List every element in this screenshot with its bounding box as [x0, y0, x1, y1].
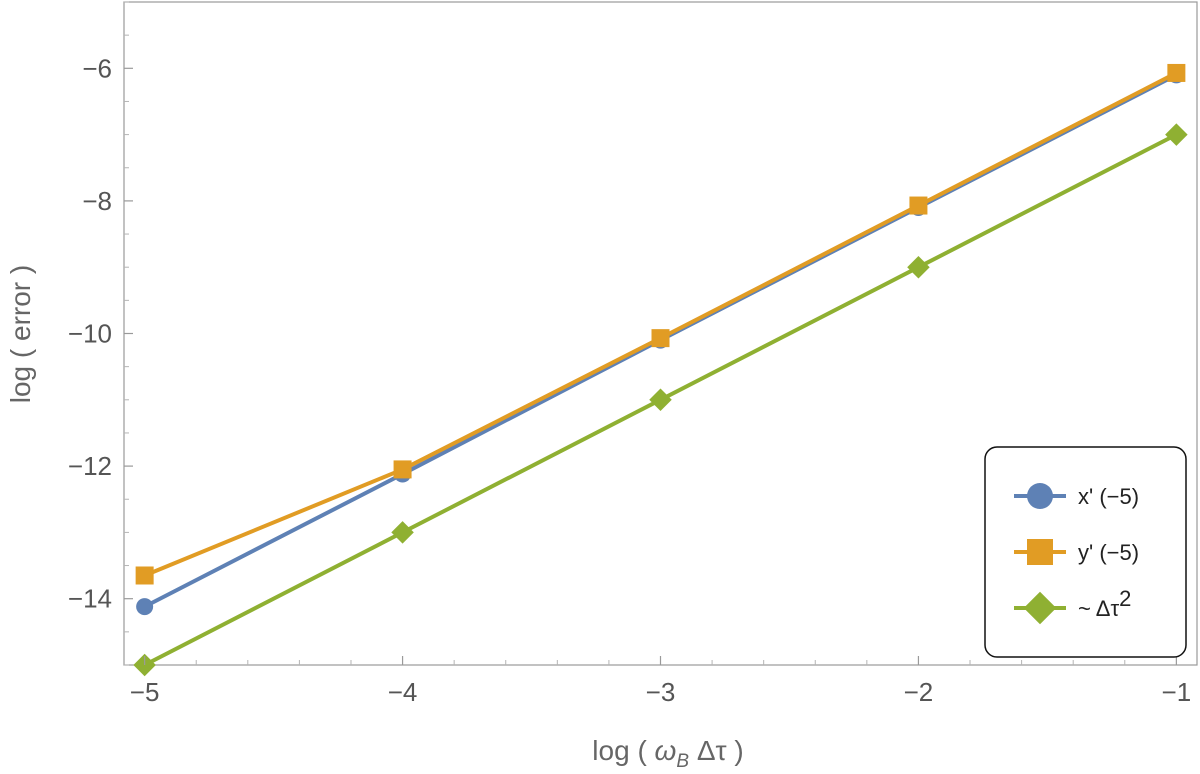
- x-tick-label: −2: [904, 677, 934, 707]
- series-diamond: [133, 123, 1188, 677]
- x-tick-label: −3: [646, 677, 676, 707]
- x-axis-title-delta-tau: Δτ: [689, 735, 727, 766]
- legend-label-text: x' (−5): [1078, 484, 1139, 509]
- legend: x' (−5) y' (−5) ~ Δτ2: [984, 446, 1187, 658]
- x-axis-title-suffix: ): [727, 735, 744, 766]
- data-point-diamond: [649, 388, 672, 412]
- legend-label-text: y' (−5): [1078, 540, 1139, 565]
- y-tick-label: −14: [68, 584, 112, 614]
- legend-marker-diamond: [1023, 591, 1057, 625]
- x-axis-title-prefix: log (: [592, 735, 654, 766]
- x-tick-label: −5: [130, 677, 160, 707]
- legend-marker-circle: [1027, 483, 1053, 509]
- y-tick-label: −6: [82, 53, 112, 83]
- y-tick-label: −10: [68, 319, 112, 349]
- data-point-square: [651, 329, 670, 348]
- data-point-diamond: [391, 521, 414, 544]
- y-axis-title: log ( error ): [5, 265, 36, 403]
- data-point-circle: [136, 598, 154, 616]
- legend-label-text: ~ Δτ: [1078, 596, 1119, 621]
- legend-label-square: y' (−5): [1078, 540, 1139, 565]
- data-point-square: [1167, 63, 1186, 82]
- data-point-square: [393, 460, 412, 479]
- data-point-diamond: [1165, 123, 1188, 146]
- legend-label-superscript: 2: [1119, 586, 1131, 611]
- x-tick-label: −1: [1162, 677, 1192, 707]
- data-point-square: [909, 196, 928, 215]
- series-square: [135, 63, 1186, 585]
- x-axis-title-omega: ω: [655, 735, 677, 766]
- x-axis-title-omega-subscript: B: [676, 751, 689, 772]
- legend-label-diamond: ~ Δτ2: [1078, 586, 1131, 621]
- data-point-diamond: [907, 255, 930, 279]
- x-axis-ticks: −5 −4 −3 −2 −1: [130, 656, 1191, 707]
- x-tick-label: −4: [388, 677, 418, 707]
- legend-marker-square: [1027, 539, 1053, 565]
- y-axis-ticks: −6 −8 −10 −12 −14: [68, 1, 133, 666]
- y-tick-label: −12: [68, 451, 112, 481]
- data-point-square: [135, 566, 154, 585]
- legend-label-circle: x' (−5): [1078, 484, 1139, 509]
- y-tick-label: −8: [82, 186, 112, 216]
- series-layer: [133, 63, 1188, 677]
- x-axis-title: log ( ωB Δτ ): [592, 735, 743, 772]
